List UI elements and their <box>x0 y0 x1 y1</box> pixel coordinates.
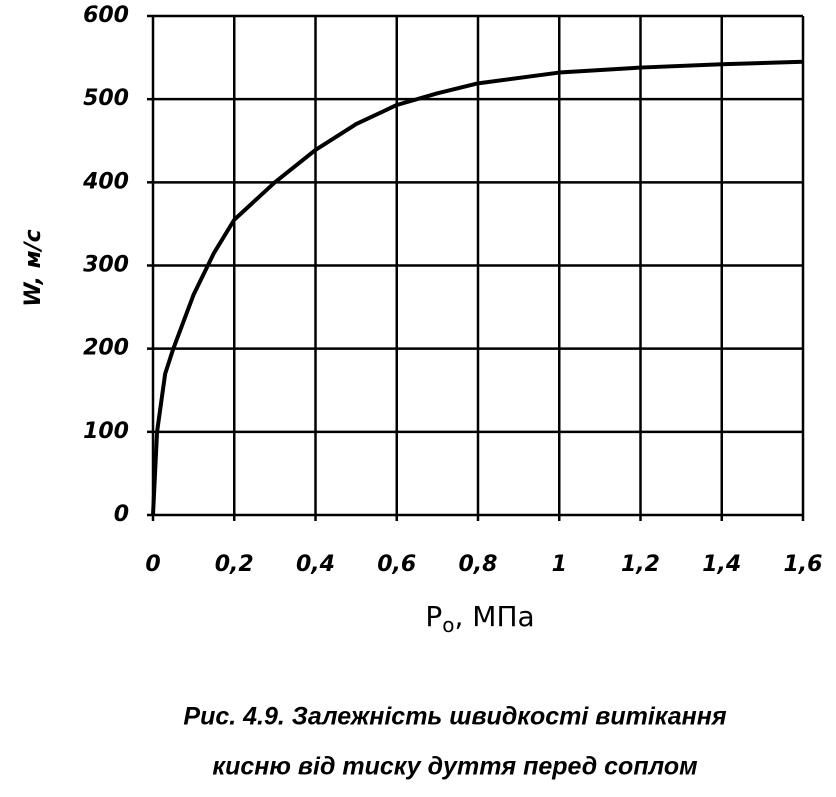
caption-line: кисню від тиску дуття перед соплом <box>212 753 697 781</box>
x-tick-label: 0,8 <box>459 552 498 577</box>
x-tick-label: 1 <box>552 552 567 577</box>
caption-line: Рис. 4.9. Залежність швидкості витікання <box>183 703 726 731</box>
x-label-main: P <box>425 600 442 633</box>
data-line <box>151 59 804 516</box>
y-tick-label: 500 <box>83 86 129 111</box>
x-tick-label: 0,4 <box>296 552 335 577</box>
x-axis-label: Po, МПа <box>425 600 534 637</box>
y-tick-label: 200 <box>83 336 129 361</box>
y-tick-label: 400 <box>82 169 129 194</box>
x-label-rest: , МПа <box>454 600 534 633</box>
y-tick-label: 100 <box>83 419 129 444</box>
x-tick-label: 1,6 <box>784 552 823 577</box>
y-tick-label: 300 <box>83 253 129 278</box>
x-tick-label: 1,2 <box>621 552 660 577</box>
x-tick-label: 0 <box>145 552 160 577</box>
y-axis-label: W, м/с <box>21 229 46 306</box>
y-tick-label: 0 <box>114 502 129 527</box>
x-tick-label: 0,2 <box>215 552 254 577</box>
x-label-sub: o <box>442 613 454 637</box>
x-tick-label: 1,4 <box>702 552 741 577</box>
y-tick-label: 600 <box>83 3 129 28</box>
x-tick-label: 0,6 <box>377 552 416 577</box>
